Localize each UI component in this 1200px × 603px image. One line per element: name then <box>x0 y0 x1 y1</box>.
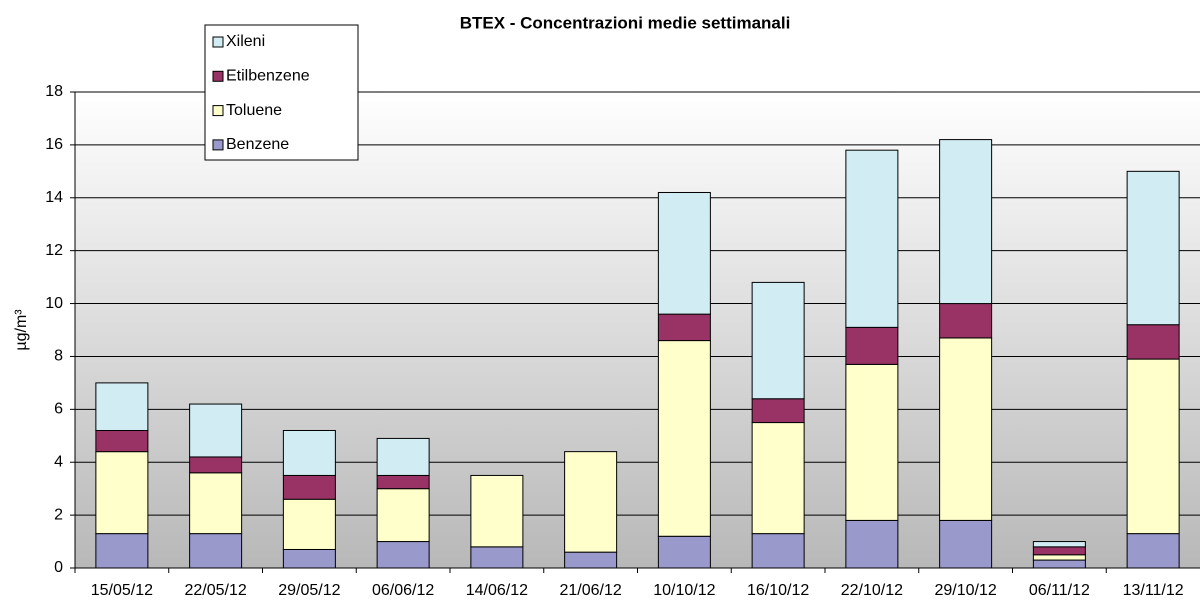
y-tick-label: 12 <box>45 242 63 259</box>
bar-segment <box>95 429 149 453</box>
y-tick-label: 4 <box>54 453 63 470</box>
bar-segment <box>751 281 805 400</box>
bar-segment <box>376 437 430 476</box>
x-tick-label: 22/10/12 <box>841 582 903 599</box>
bar-segment <box>95 533 149 569</box>
legend-label: Toluene <box>226 102 282 119</box>
bar-segment <box>939 337 993 521</box>
legend-swatch <box>212 139 224 151</box>
bar-segment <box>470 546 524 569</box>
y-axis-label: µg/m³ <box>13 309 30 351</box>
bar-segment <box>1126 324 1180 360</box>
y-tick-label: 14 <box>45 189 63 206</box>
bar-segment <box>189 472 243 535</box>
bar-segment <box>1032 559 1086 569</box>
bar-segment <box>1032 546 1086 556</box>
bar-segment <box>564 451 618 553</box>
bar-segment <box>657 191 711 315</box>
bar-segment <box>189 456 243 474</box>
bar-segment <box>845 519 899 569</box>
bar-segment <box>657 340 711 537</box>
bar-segment <box>751 422 805 535</box>
plot-area <box>75 92 1200 568</box>
bar-segment <box>189 403 243 458</box>
y-tick-label: 18 <box>45 83 63 100</box>
x-tick-label: 06/06/12 <box>372 582 434 599</box>
bar-segment <box>282 548 336 569</box>
bar-segment <box>1126 533 1180 569</box>
bar-segment <box>376 474 430 490</box>
bar-segment <box>95 382 149 431</box>
x-tick-label: 06/11/12 <box>1029 582 1090 599</box>
bar-segment <box>751 533 805 569</box>
x-tick-label: 29/10/12 <box>934 582 996 599</box>
bar-segment <box>282 498 336 550</box>
bar-segment <box>95 451 149 535</box>
bar-segment <box>1126 170 1180 326</box>
legend-label: Xileni <box>226 33 265 50</box>
bar-segment <box>845 363 899 521</box>
bar-segment <box>845 149 899 328</box>
y-tick-label: 6 <box>54 401 63 418</box>
bar-segment <box>376 488 430 543</box>
bar-segment <box>939 303 993 339</box>
legend-swatch <box>212 70 224 82</box>
y-tick-label: 16 <box>45 136 63 153</box>
bar-segment <box>470 474 524 548</box>
bar-segment <box>845 326 899 365</box>
x-tick-label: 21/06/12 <box>559 582 621 599</box>
bar-segment <box>751 398 805 424</box>
bar-segment <box>939 519 993 569</box>
bar-segment <box>564 551 618 569</box>
legend-swatch <box>212 36 224 48</box>
y-tick-label: 8 <box>54 348 63 365</box>
x-tick-label: 10/10/12 <box>653 582 715 599</box>
bar-segment <box>189 533 243 569</box>
x-tick-label: 15/05/12 <box>91 582 153 599</box>
bar-segment <box>282 474 336 500</box>
bar-segment <box>376 541 430 569</box>
bar-segment <box>1032 554 1086 561</box>
x-tick-label: 13/11/12 <box>1123 582 1184 599</box>
x-tick-label: 16/10/12 <box>747 582 809 599</box>
legend-label: Benzene <box>226 136 289 153</box>
bar-segment <box>282 429 336 476</box>
bar-segment <box>657 535 711 569</box>
y-tick-label: 10 <box>45 295 63 312</box>
legend-label: Etilbenzene <box>226 68 310 85</box>
bar-segment <box>939 139 993 305</box>
x-tick-label: 14/06/12 <box>466 582 528 599</box>
bar-segment <box>1032 541 1086 548</box>
x-tick-label: 29/05/12 <box>278 582 340 599</box>
x-tick-label: 22/05/12 <box>184 582 246 599</box>
y-tick-label: 0 <box>54 559 63 576</box>
bar-segment <box>657 313 711 342</box>
legend: Benzene Toluene Etilbenzene Xileni <box>204 24 359 161</box>
y-tick-label: 2 <box>54 506 63 523</box>
bars <box>95 139 1180 569</box>
bar-segment <box>1126 358 1180 535</box>
chart-title: BTEX - Concentrazioni medie settimanali <box>460 13 791 32</box>
legend-swatch <box>212 105 224 117</box>
legend-box <box>204 24 359 161</box>
